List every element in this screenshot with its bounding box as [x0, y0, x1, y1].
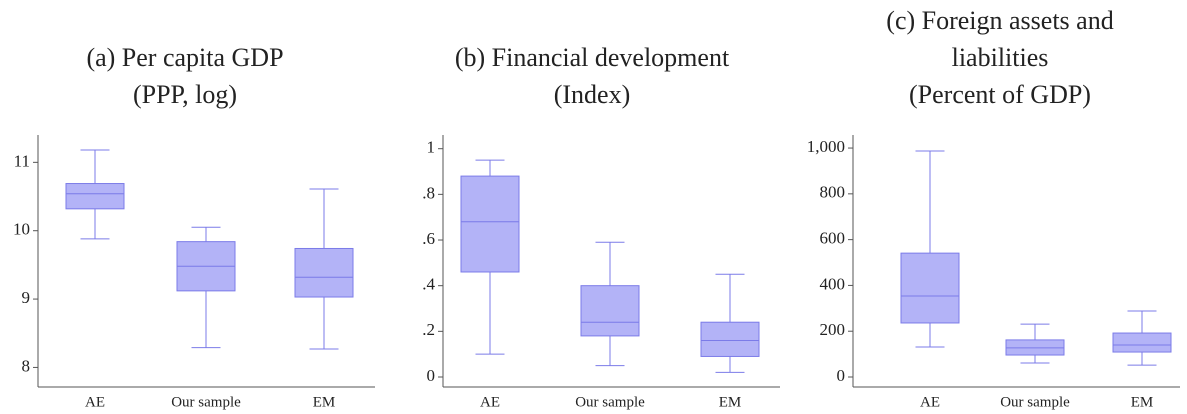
y-tick-label: 0: [427, 366, 436, 385]
y-tick-label: 200: [820, 320, 846, 339]
chart-title: (c) Foreign assets and: [886, 6, 1113, 35]
x-tick-label: Our sample: [1000, 394, 1070, 410]
x-tick-label: Our sample: [575, 394, 645, 410]
box: [1112, 332, 1172, 353]
y-tick-label: 0: [837, 366, 846, 385]
x-tick-label: EM: [1131, 394, 1154, 410]
chart-title: liabilities: [952, 43, 1049, 72]
y-tick-label: .4: [422, 275, 435, 294]
chart-title: (PPP, log): [133, 80, 237, 109]
box: [900, 252, 960, 324]
y-tick-label: 1,000: [807, 137, 845, 156]
chart-title: (Percent of GDP): [909, 80, 1091, 109]
y-tick-label: .2: [422, 320, 435, 339]
chart-title: (Index): [554, 80, 631, 109]
y-tick-label: .8: [422, 183, 435, 202]
y-tick-label: 10: [13, 220, 30, 239]
box: [460, 175, 520, 273]
x-tick-label: AE: [85, 394, 105, 410]
y-tick-label: 8: [22, 356, 31, 375]
y-tick-label: 600: [820, 229, 846, 248]
chart-title: (a) Per capita GDP: [86, 43, 283, 72]
x-tick-label: Our sample: [171, 394, 241, 410]
x-tick-label: EM: [313, 394, 336, 410]
box: [700, 321, 760, 357]
x-tick-label: AE: [480, 394, 500, 410]
chart-title: (b) Financial development: [455, 43, 730, 72]
x-tick-label: AE: [920, 394, 940, 410]
box: [65, 183, 125, 210]
box: [294, 247, 354, 298]
y-tick-label: .6: [422, 229, 435, 248]
y-tick-label: 11: [14, 151, 30, 170]
y-tick-label: 9: [22, 288, 31, 307]
y-tick-label: 800: [820, 183, 846, 202]
y-tick-label: 400: [820, 274, 846, 293]
x-tick-label: EM: [719, 394, 742, 410]
y-tick-label: 1: [427, 138, 436, 157]
box: [580, 285, 640, 337]
